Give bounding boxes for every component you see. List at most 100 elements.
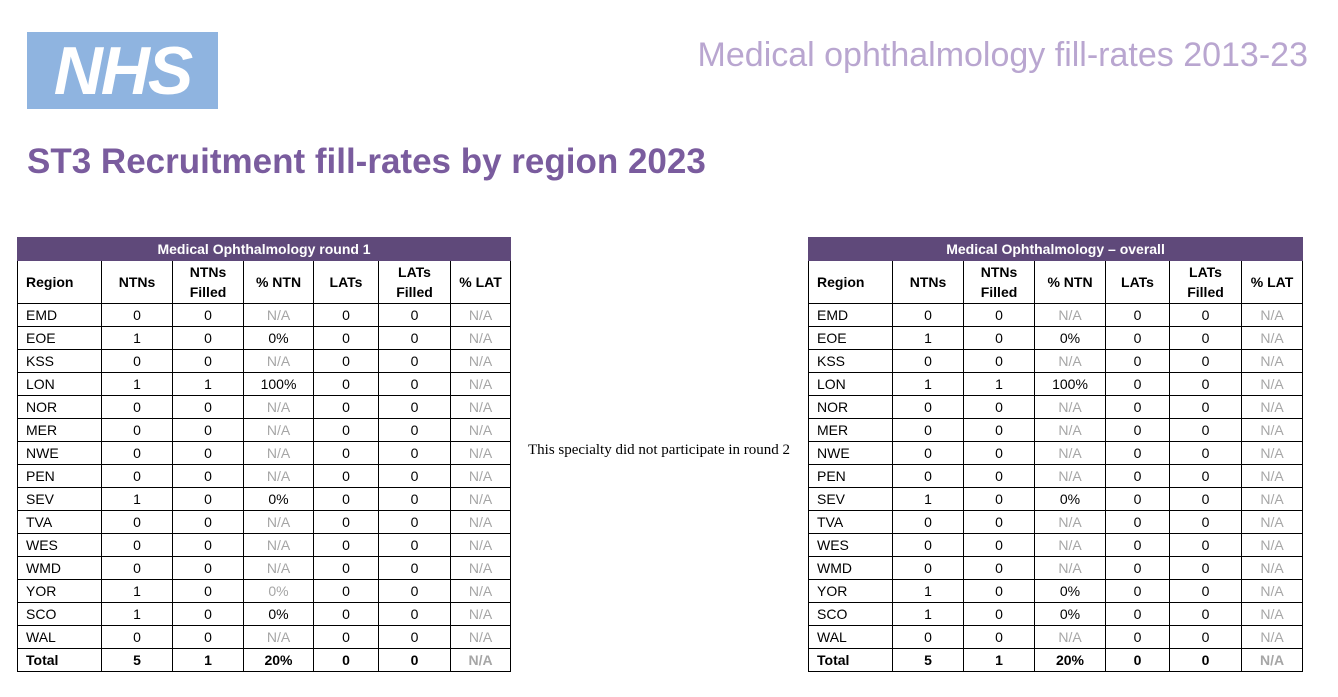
table-cell: 1 [101, 372, 173, 396]
col-header-pct-lat: % LAT [449, 260, 512, 304]
table-row: YOR 1 0 0% 0 0 N/A [17, 579, 512, 603]
table-cell: N/A [1240, 487, 1304, 511]
table-cell: 0 [892, 349, 964, 373]
region-cell: PEN [808, 464, 893, 488]
table-cell: N/A [243, 464, 314, 488]
table-cell: 0 [378, 303, 451, 327]
nhs-logo-text: NHS [53, 32, 194, 109]
round1-caption: Medical Ophthalmology round 1 [16, 237, 512, 261]
table-cell: N/A [449, 579, 512, 603]
region-cell: TVA [17, 510, 102, 534]
table-cell: 0 [1105, 441, 1170, 465]
table-cell: N/A [449, 326, 512, 350]
table-cell: 1 [892, 487, 964, 511]
table-row: WES 0 0 N/A 0 0 N/A [17, 533, 512, 557]
table-cell: 0 [892, 533, 964, 557]
table-cell: N/A [449, 556, 512, 580]
table-row: EMD 0 0 N/A 0 0 N/A [808, 303, 1304, 327]
table-cell: N/A [1240, 625, 1304, 649]
table-cell: N/A [243, 556, 314, 580]
table-cell: N/A [1034, 441, 1106, 465]
table-row: MER 0 0 N/A 0 0 N/A [17, 418, 512, 442]
table-cell: 0% [1034, 326, 1106, 350]
table-cell: 0 [378, 556, 451, 580]
table-cell: 0 [892, 441, 964, 465]
table-cell: 0 [963, 395, 1035, 419]
table-cell: 0 [313, 441, 379, 465]
table-cell: 0 [378, 533, 451, 557]
table-cell: 0 [313, 602, 379, 626]
region-cell: EOE [808, 326, 893, 350]
region-cell: YOR [808, 579, 893, 603]
round1-header-row: Region NTNs NTNs Filled % NTN LATs LATs … [17, 260, 512, 304]
table-cell: N/A [243, 349, 314, 373]
table-cell: 0 [1105, 533, 1170, 557]
table-cell: 0 [313, 303, 379, 327]
table-cell: N/A [1240, 464, 1304, 488]
region-cell: Total [808, 648, 893, 672]
table-row: WMD 0 0 N/A 0 0 N/A [17, 556, 512, 580]
table-cell: 0 [313, 579, 379, 603]
table-row: WES 0 0 N/A 0 0 N/A [808, 533, 1304, 557]
col-header-pct-ntn: % NTN [243, 260, 314, 304]
table-row: YOR 1 0 0% 0 0 N/A [808, 579, 1304, 603]
table-cell: 100% [1034, 372, 1106, 396]
region-cell: WAL [17, 625, 102, 649]
table-row: KSS 0 0 N/A 0 0 N/A [17, 349, 512, 373]
table-cell: 0 [313, 510, 379, 534]
overall-table: Medical Ophthalmology – overall Region N… [807, 237, 1304, 672]
region-cell: WMD [808, 556, 893, 580]
table-cell: N/A [1034, 625, 1106, 649]
table-cell: 0 [1169, 579, 1242, 603]
overall-caption: Medical Ophthalmology – overall [807, 237, 1304, 261]
table-cell: N/A [1240, 579, 1304, 603]
col-header-ntns-filled: NTNs Filled [172, 260, 244, 304]
region-cell: NOR [808, 395, 893, 419]
table-cell: 0 [378, 418, 451, 442]
table-cell: 0 [378, 625, 451, 649]
table-cell: 0 [1105, 510, 1170, 534]
table-cell: 0 [892, 464, 964, 488]
table-cell: 0 [963, 533, 1035, 557]
table-cell: 0 [378, 579, 451, 603]
col-header-ntns: NTNs [101, 260, 173, 304]
table-cell: 0 [963, 602, 1035, 626]
table-cell: N/A [1240, 602, 1304, 626]
table-row: WAL 0 0 N/A 0 0 N/A [17, 625, 512, 649]
region-cell: EMD [17, 303, 102, 327]
table-cell: N/A [1240, 418, 1304, 442]
table-cell: 0 [1169, 487, 1242, 511]
table-cell: N/A [449, 602, 512, 626]
table-row: SCO 1 0 0% 0 0 N/A [17, 602, 512, 626]
table-cell: 0 [1105, 625, 1170, 649]
col-header-lats-filled: LATs Filled [378, 260, 451, 304]
table-cell: N/A [1240, 303, 1304, 327]
table-cell: 0 [101, 418, 173, 442]
table-cell: 0 [1169, 372, 1242, 396]
table-row: NWE 0 0 N/A 0 0 N/A [17, 441, 512, 465]
region-cell: MER [808, 418, 893, 442]
table-cell: N/A [1240, 349, 1304, 373]
table-cell: 0 [1169, 303, 1242, 327]
round2-note: This specialty did not participate in ro… [527, 442, 791, 458]
table-cell: 0 [1105, 579, 1170, 603]
table-cell: N/A [1034, 303, 1106, 327]
table-cell: N/A [1240, 648, 1304, 672]
table-cell: 0 [963, 303, 1035, 327]
table-row: NOR 0 0 N/A 0 0 N/A [808, 395, 1304, 419]
table-cell: N/A [449, 303, 512, 327]
table-cell: N/A [1240, 441, 1304, 465]
table-cell: 0 [1169, 464, 1242, 488]
col-header-lats: LATs [1105, 260, 1170, 304]
table-cell: N/A [449, 510, 512, 534]
table-cell: N/A [1240, 533, 1304, 557]
table-cell: N/A [243, 533, 314, 557]
table-cell: 0 [313, 533, 379, 557]
table-cell: 0 [892, 625, 964, 649]
table-row: TVA 0 0 N/A 0 0 N/A [808, 510, 1304, 534]
table-cell: 0 [1169, 395, 1242, 419]
table-cell: N/A [243, 510, 314, 534]
region-cell: Total [17, 648, 102, 672]
table-cell: 0% [1034, 487, 1106, 511]
region-cell: KSS [808, 349, 893, 373]
